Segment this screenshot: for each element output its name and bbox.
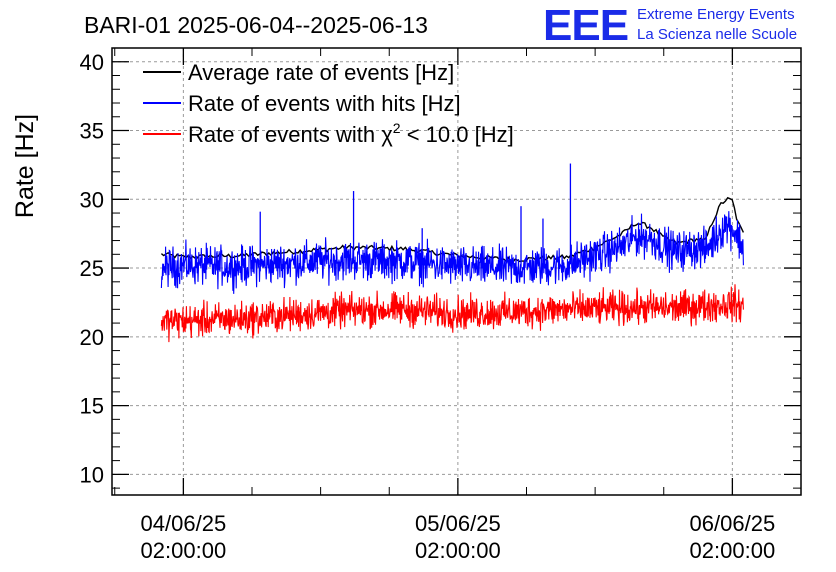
plot-frame [111, 47, 802, 496]
series-chi2-line [160, 284, 744, 343]
series-hits-line [160, 211, 744, 294]
chart-title: BARI-01 2025-06-04--2025-06-13 [84, 12, 428, 38]
logo-mark: EEE [543, 1, 628, 50]
x-tick-label-date: 04/06/25 [141, 511, 227, 536]
axes: 1015202530354004/06/2502:00:0005/06/2502… [80, 47, 802, 563]
y-tick-label: 15 [80, 394, 104, 419]
legend-chi2-symbol: χ [381, 122, 393, 147]
y-tick-label: 25 [80, 256, 104, 281]
logo-line-2: La Scienza nelle Scuole [637, 26, 797, 43]
legend-label-hits: Rate of events with hits [Hz] [188, 91, 461, 116]
legend-chi2-suffix: < 10.0 [Hz] [401, 122, 514, 147]
legend-label-chi2: Rate of events with χ2 < 10.0 [Hz] [188, 120, 514, 147]
y-tick-label: 10 [80, 462, 104, 487]
x-tick-label-time: 02:00:00 [415, 538, 501, 563]
x-tick-label-date: 05/06/25 [415, 511, 501, 536]
y-axis-label: Rate [Hz] [11, 114, 39, 218]
legend: Average rate of events [Hz] Rate of even… [143, 60, 514, 147]
x-tick-label-time: 02:00:00 [141, 538, 227, 563]
x-tick-label-date: 06/06/25 [690, 511, 776, 536]
y-tick-label: 35 [80, 119, 104, 144]
logo-line-1: Extreme Energy Events [637, 6, 795, 23]
eee-logo: EEE Extreme Energy Events La Scienza nel… [543, 1, 797, 50]
x-tick-label-time: 02:00:00 [690, 538, 776, 563]
y-tick-label: 20 [80, 325, 104, 350]
legend-chi2-superscript: 2 [393, 120, 401, 136]
legend-label-average: Average rate of events [Hz] [188, 60, 454, 85]
y-tick-label: 40 [80, 50, 104, 75]
legend-chi2-prefix: Rate of events with [188, 122, 381, 147]
y-tick-label: 30 [80, 187, 104, 212]
series-layer [160, 163, 745, 343]
